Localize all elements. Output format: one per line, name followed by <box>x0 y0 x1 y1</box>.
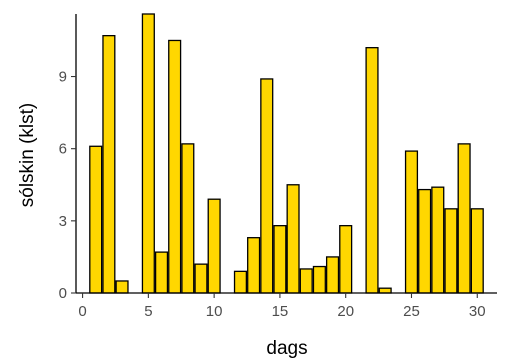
bar-day-17 <box>299 268 313 294</box>
bar-day-16 <box>286 184 300 294</box>
y-tick-label: 0 <box>59 285 67 302</box>
bar-day-30 <box>470 208 484 294</box>
axes-group <box>75 14 497 294</box>
bar-day-9 <box>194 263 208 294</box>
bar-day-20 <box>339 225 353 294</box>
bar-day-27 <box>431 186 445 294</box>
bar-day-5 <box>141 13 155 294</box>
bar-day-28 <box>444 208 458 294</box>
y-tick-label: 3 <box>59 213 67 230</box>
x-tick-label: 15 <box>272 303 289 320</box>
y-axis-title: sólskin (klst) <box>17 103 38 208</box>
bar-day-2 <box>102 35 116 294</box>
bar-day-23 <box>378 287 392 294</box>
bar-day-15 <box>273 225 287 294</box>
x-tick-label: 25 <box>403 303 420 320</box>
bar-day-3 <box>115 280 129 294</box>
bars-group <box>89 13 484 294</box>
bar-day-6 <box>154 251 169 294</box>
bar-day-12 <box>233 270 248 294</box>
bar-day-22 <box>365 47 379 294</box>
y-ticks: 0 3 6 9 <box>59 69 76 302</box>
bar-day-10 <box>207 198 221 294</box>
bar-day-18 <box>312 265 326 294</box>
x-tick-label: 0 <box>78 303 86 320</box>
bar-day-14 <box>260 78 274 294</box>
bar-day-1 <box>89 145 103 294</box>
bar-day-25 <box>404 150 419 294</box>
x-axis-title: dags <box>266 338 307 359</box>
bar-day-7 <box>168 39 182 294</box>
bar-day-19 <box>325 256 340 294</box>
x-tick-label: 20 <box>337 303 354 320</box>
bar-day-26 <box>418 188 432 294</box>
x-ticks: 0 5 10 15 20 25 30 <box>78 293 486 320</box>
x-tick-label: 5 <box>144 303 152 320</box>
x-tick-label: 10 <box>206 303 223 320</box>
bar-day-29 <box>457 143 471 294</box>
bar-day-8 <box>181 143 195 294</box>
y-tick-label: 9 <box>59 69 67 86</box>
x-tick-label: 30 <box>469 303 486 320</box>
y-tick-label: 6 <box>59 141 67 158</box>
bar-day-13 <box>247 237 261 294</box>
